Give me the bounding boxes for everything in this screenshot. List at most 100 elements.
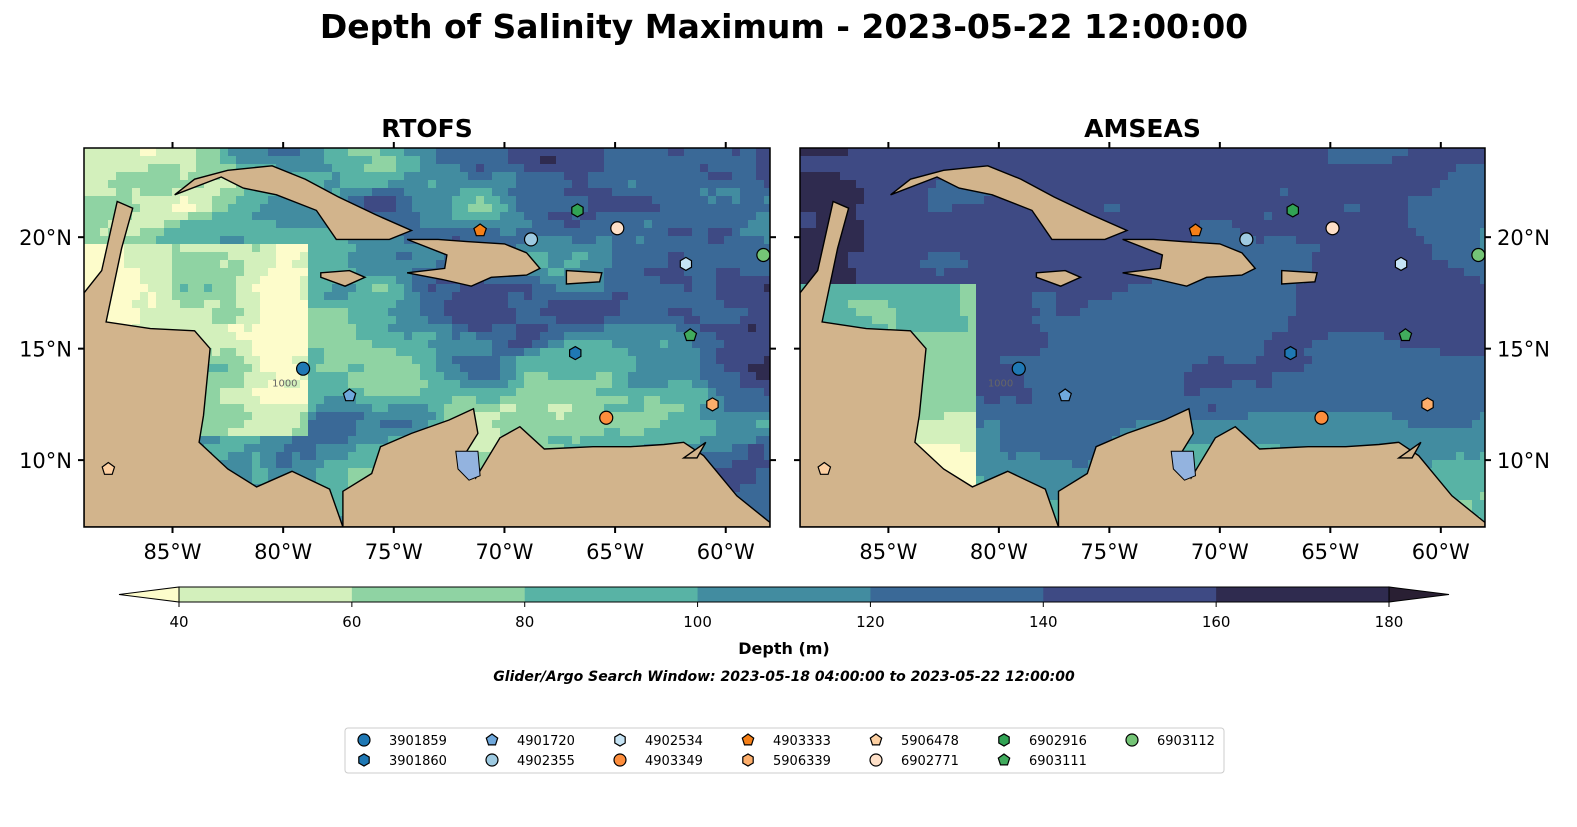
x-tick-label: 80°W (970, 540, 1028, 564)
map-frame (83, 147, 771, 528)
colorbar-segment (1043, 587, 1217, 602)
landmass (890, 165, 1129, 241)
landmass (342, 407, 770, 527)
search-window: Glider/Argo Search Window: 2023-05-18 04… (493, 669, 1075, 685)
legend-marker (997, 753, 1011, 766)
float-marker (599, 410, 614, 425)
legend-label: 4903333 (773, 734, 831, 749)
lake-maracaibo (455, 450, 481, 481)
y-tick-label: 10°N (19, 449, 72, 473)
contour-label: 1000 (272, 379, 297, 390)
colorbar-tick-label: 80 (515, 613, 534, 631)
legend-label: 4903349 (645, 754, 703, 769)
x-tick-label: 65°W (1301, 540, 1359, 564)
float-marker (706, 397, 719, 412)
legend-marker (614, 733, 626, 747)
figure-title: Depth of Salinity Maximum - 2023-05-22 1… (320, 7, 1248, 46)
x-tick-label: 85°W (144, 540, 202, 564)
float-marker (101, 461, 116, 475)
landmass (800, 200, 1060, 527)
legend-marker (742, 753, 754, 767)
contour-label: 1000 (988, 379, 1013, 390)
colorbar-tick-label: 100 (683, 613, 712, 631)
float-marker (817, 461, 832, 475)
colorbar-label: Depth (m) (738, 639, 830, 658)
colorbar-segment (870, 587, 1044, 602)
landmass (1280, 269, 1318, 285)
float-marker (1011, 361, 1026, 376)
x-tick-label: 60°W (1412, 540, 1470, 564)
legend-marker (358, 753, 370, 767)
float-marker (1286, 203, 1300, 218)
legend-label: 3901860 (389, 754, 447, 769)
float-marker (342, 388, 357, 402)
colorbar-tick-label: 160 (1202, 613, 1231, 631)
colorbar-segment (351, 587, 526, 602)
float-marker (1398, 328, 1413, 342)
x-tick-label: 70°W (1191, 540, 1249, 564)
landmass (1396, 441, 1422, 459)
float-marker (1239, 232, 1254, 247)
float-marker (679, 256, 693, 272)
float-marker (523, 232, 539, 247)
legend-label: 4902355 (517, 754, 575, 769)
x-tick-label: 65°W (586, 540, 644, 564)
colorbar-segment (697, 587, 871, 602)
map-panel-amseas: 1000 AMSEAS 85°W 80°W 75°W 70°W 65°W 60°W 10°N 15… (794, 114, 1550, 564)
landmass (681, 441, 707, 459)
legend-label: 6903111 (1029, 754, 1087, 769)
legend-label: 5906478 (901, 734, 959, 749)
float-marker (295, 361, 311, 376)
colorbar-tick-label: 180 (1375, 613, 1404, 631)
y-tick-label: 20°N (19, 226, 72, 250)
panel-title: AMSEAS (1084, 114, 1201, 143)
legend-marker (613, 753, 627, 767)
float-marker (1394, 256, 1408, 272)
colorbar-tick-label: 60 (342, 613, 361, 631)
float-marker (1325, 221, 1340, 236)
landmass (320, 269, 367, 287)
legend-marker (1125, 733, 1139, 747)
float-marker (1314, 410, 1329, 425)
landmass (174, 165, 414, 241)
legend-marker (741, 733, 755, 746)
landmass (84, 200, 344, 527)
colorbar-tick-label: 120 (856, 613, 885, 631)
legend-marker (869, 753, 883, 767)
landmass (565, 269, 603, 285)
colorbar-segment (1216, 587, 1390, 602)
float-marker (571, 203, 584, 218)
landmass (1057, 407, 1485, 527)
map-frame (799, 147, 1486, 528)
y-tick-label: 15°N (1497, 338, 1550, 362)
panel-title: RTOFS (381, 114, 473, 143)
x-tick-label: 75°W (365, 540, 423, 564)
colorbar-segment (524, 587, 699, 602)
legend-marker (357, 733, 371, 747)
float-marker (1188, 223, 1203, 237)
float-marker (610, 221, 625, 236)
landmass (1035, 269, 1083, 287)
legend-label: 6903112 (1157, 734, 1215, 749)
lake-maracaibo (1170, 450, 1197, 481)
float-marker (1284, 345, 1297, 361)
legend-label: 4901720 (517, 734, 575, 749)
legend-marker (998, 733, 1010, 747)
x-tick-label: 70°W (475, 540, 533, 564)
x-tick-label: 85°W (859, 540, 917, 564)
x-tick-label: 75°W (1080, 540, 1138, 564)
legend-marker (485, 733, 499, 746)
legend-marker (485, 753, 499, 767)
legend-label: 6902771 (901, 754, 959, 769)
y-tick-label: 15°N (19, 338, 72, 362)
float-marker (568, 345, 582, 361)
colorbar-tick-label: 40 (169, 613, 188, 631)
float-marker (683, 328, 698, 342)
map-panel-rtofs: 1000 RTOFS 85°W 80°W 75°W 70°W 65°W 60°W 10°N 15°… (19, 114, 776, 564)
float-legend: 3901859 3901860 4901720 4902355 4902534 49033… (344, 727, 1225, 774)
colorbar-tick-label: 140 (1029, 613, 1058, 631)
float-marker (1421, 397, 1434, 412)
colorbar: 40 60 80 100 120 140 160 180 (118, 586, 1450, 631)
y-tick-label: 10°N (1497, 449, 1550, 473)
